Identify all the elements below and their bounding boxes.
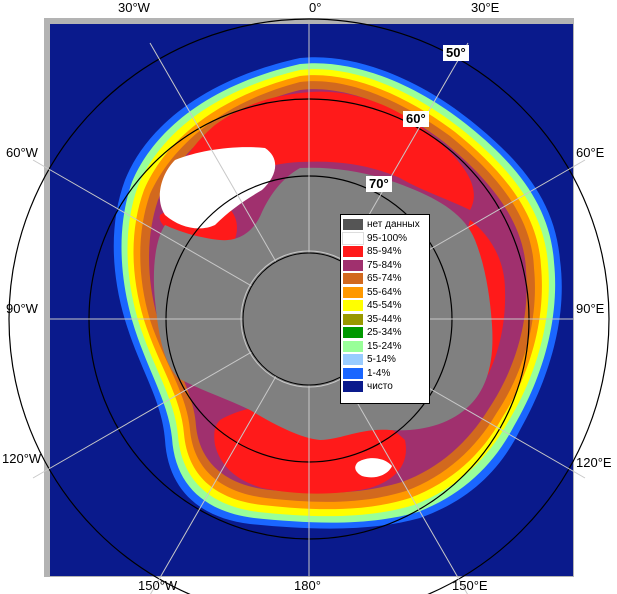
legend-swatch — [343, 313, 363, 325]
legend-swatch — [342, 231, 364, 245]
legend-item: 45-54% — [343, 299, 427, 313]
legend-swatch — [343, 246, 363, 258]
label-lat-50: 50° — [443, 45, 469, 61]
legend-label: 5-14% — [367, 354, 396, 366]
legend-item: 65-74% — [343, 272, 427, 286]
legend-label: чисто — [367, 381, 393, 393]
legend-label: 95-100% — [367, 232, 408, 244]
legend-item: 35-44% — [343, 313, 427, 327]
legend-swatch — [343, 259, 363, 271]
legend-swatch — [343, 286, 363, 298]
label-lat-70: 70° — [366, 176, 392, 192]
legend-item: 85-94% — [343, 245, 427, 259]
label-120w-left: 120°W — [2, 451, 42, 466]
legend-item: 55-64% — [343, 286, 427, 300]
label-180-bottom: 180° — [294, 578, 321, 593]
legend-item: 25-34% — [343, 326, 427, 340]
legend-swatch — [343, 273, 363, 285]
label-90w-left: 90°W — [6, 301, 38, 316]
ice-zone-95-100-weddell — [159, 147, 276, 229]
label-150e-bottom: 150°E — [452, 578, 488, 593]
label-150w-bottom: 150°W — [138, 578, 178, 593]
legend-label: 35-44% — [367, 313, 402, 325]
ice-zone-85-94-north — [168, 91, 474, 217]
legend-item: 15-24% — [343, 340, 427, 354]
legend-item: 1-4% — [343, 367, 427, 381]
legend-swatch — [343, 354, 363, 366]
legend-swatch — [343, 367, 363, 379]
legend-label: 65-74% — [367, 273, 402, 285]
legend-item: нет данных — [343, 218, 427, 232]
legend-item: чисто — [343, 380, 427, 394]
label-30w-top: 30°W — [118, 0, 150, 15]
ice-zone-95-100-ross — [355, 458, 392, 478]
lat-circle-50 — [8, 18, 610, 594]
legend-label: 45-54% — [367, 300, 402, 312]
legend-label: 85-94% — [367, 246, 402, 258]
label-0-top: 0° — [309, 0, 322, 15]
legend-swatch — [343, 381, 363, 393]
legend-label: 15-24% — [367, 340, 402, 352]
legend-swatch — [343, 300, 363, 312]
legend-item: 5-14% — [343, 353, 427, 367]
legend: нет данных 95-100% 85-94% 75-84% 65-74% … — [340, 214, 430, 404]
label-60w-left: 60°W — [6, 145, 38, 160]
label-120e-right: 120°E — [576, 455, 612, 470]
legend-label: 75-84% — [367, 259, 402, 271]
label-lat-60: 60° — [403, 111, 429, 127]
label-30e-top: 30°E — [471, 0, 500, 15]
legend-swatch — [343, 340, 363, 352]
legend-label: 25-34% — [367, 327, 402, 339]
legend-item: 95-100% — [342, 231, 427, 246]
label-90e-right: 90°E — [576, 301, 605, 316]
legend-item: 75-84% — [343, 259, 427, 273]
legend-label: нет данных — [367, 219, 420, 231]
legend-swatch — [343, 219, 363, 231]
legend-label: 55-64% — [367, 286, 402, 298]
label-60e-right: 60°E — [576, 145, 605, 160]
legend-swatch — [343, 327, 363, 339]
legend-label: 1-4% — [367, 367, 391, 379]
